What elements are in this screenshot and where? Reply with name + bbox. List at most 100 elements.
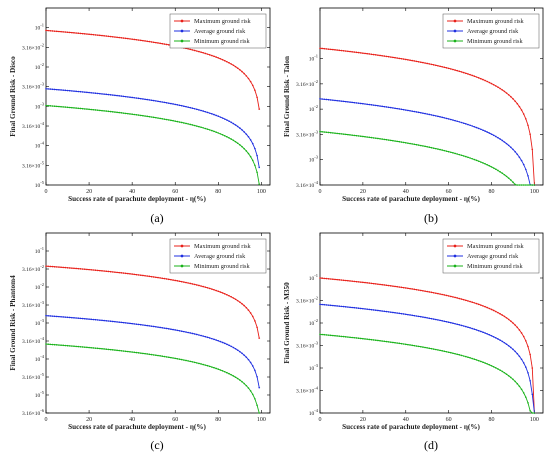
series-point-min	[385, 138, 388, 141]
series-point-max	[404, 287, 407, 289]
series-point-max	[441, 293, 444, 296]
series-point-avg	[484, 130, 486, 132]
series-point-min	[77, 345, 80, 348]
series-point-avg	[368, 308, 371, 311]
series-point-min	[247, 152, 250, 155]
series-point-avg	[501, 139, 504, 142]
series-point-avg	[167, 328, 170, 330]
x-tick-label: 0	[319, 417, 322, 423]
series-point-avg	[441, 320, 444, 322]
series-point-avg	[90, 91, 93, 94]
series-point-max	[439, 293, 441, 295]
series-point-max	[191, 49, 194, 51]
series-point-max	[434, 292, 437, 294]
series-point-min	[398, 342, 401, 345]
series-point-max	[381, 54, 383, 57]
series-point-min	[321, 130, 323, 133]
series-point-min	[251, 393, 254, 396]
series-point-min	[445, 150, 448, 152]
series-point-min	[432, 147, 435, 149]
series-point-avg	[152, 325, 155, 328]
series-point-avg	[114, 320, 116, 323]
series-point-min	[243, 382, 245, 385]
series-point-avg	[245, 133, 248, 135]
series-point-min	[467, 156, 469, 159]
series-point-max	[161, 277, 164, 280]
series-point-avg	[473, 125, 476, 128]
series-point-max	[234, 65, 237, 68]
y-tick-label: 3.16×10-6	[22, 408, 45, 417]
series-point-avg	[430, 114, 433, 116]
series-point-avg	[482, 129, 484, 131]
series-point-avg	[120, 321, 123, 324]
series-point-min	[191, 361, 194, 363]
series-point-min	[533, 184, 536, 186]
series-point-avg	[484, 332, 486, 334]
series-point-min	[426, 347, 429, 349]
x-tick-label: 100	[257, 189, 266, 195]
series-point-max	[241, 70, 243, 73]
series-point-avg	[510, 146, 512, 149]
series-point-avg	[323, 303, 326, 306]
tick-label-base: 10	[309, 321, 315, 327]
series-point-avg	[150, 99, 153, 102]
series-point-max	[228, 62, 230, 64]
series-point-avg	[239, 350, 241, 353]
y-tick-label: 3.16×10-3	[22, 82, 45, 91]
series-point-max	[379, 54, 381, 57]
series-point-min	[501, 370, 504, 373]
series-point-max	[525, 340, 527, 342]
y-tick-label: 10-1	[35, 246, 44, 255]
series-point-max	[247, 309, 250, 311]
series-point-avg	[475, 126, 478, 129]
series-point-avg	[342, 305, 345, 308]
series-point-max	[370, 53, 373, 56]
series-point-min	[251, 159, 254, 162]
series-point-max	[79, 268, 82, 270]
series-point-avg	[230, 121, 233, 124]
series-point-avg	[131, 322, 133, 325]
series-point-max	[409, 287, 411, 290]
series-point-min	[49, 105, 52, 107]
series-point-min	[377, 137, 379, 140]
series-point-max	[150, 41, 153, 43]
series-point-min	[439, 148, 441, 151]
series-point-avg	[68, 89, 71, 92]
series-point-min	[488, 165, 491, 167]
series-point-avg	[204, 335, 207, 338]
series-point-min	[458, 354, 461, 356]
series-point-avg	[211, 113, 213, 115]
x-tick-label: 20	[86, 189, 92, 195]
series-point-max	[213, 55, 215, 58]
series-point-max	[185, 281, 187, 284]
series-point-avg	[174, 103, 177, 106]
tick-label-exponent: -2	[314, 79, 318, 84]
series-point-min	[329, 131, 332, 134]
series-point-min	[211, 129, 213, 132]
series-point-max	[503, 315, 506, 318]
series-point-max	[146, 40, 149, 43]
series-point-avg	[434, 318, 437, 321]
x-tick-label: 80	[489, 417, 495, 423]
series-point-avg	[247, 136, 250, 138]
series-point-max	[96, 269, 99, 272]
series-point-min	[501, 172, 504, 175]
series-point-max	[426, 290, 429, 293]
series-point-min	[332, 132, 334, 134]
legend-label: Minimum ground risk	[467, 263, 523, 270]
series-point-max	[217, 57, 220, 59]
series-point-avg	[251, 142, 254, 145]
series-point-max	[368, 53, 371, 55]
series-point-max	[334, 49, 336, 51]
series-point-avg	[409, 109, 411, 112]
plot-frame	[45, 7, 271, 186]
series-point-avg	[239, 127, 241, 129]
series-point-avg	[327, 98, 330, 101]
series-point-min	[434, 147, 437, 150]
y-tick-label: 10-3	[309, 155, 319, 164]
series-point-avg	[81, 317, 84, 320]
series-point-avg	[404, 109, 407, 111]
series-point-max	[430, 291, 433, 294]
series-point-min	[163, 118, 166, 120]
series-point-max	[342, 279, 345, 282]
